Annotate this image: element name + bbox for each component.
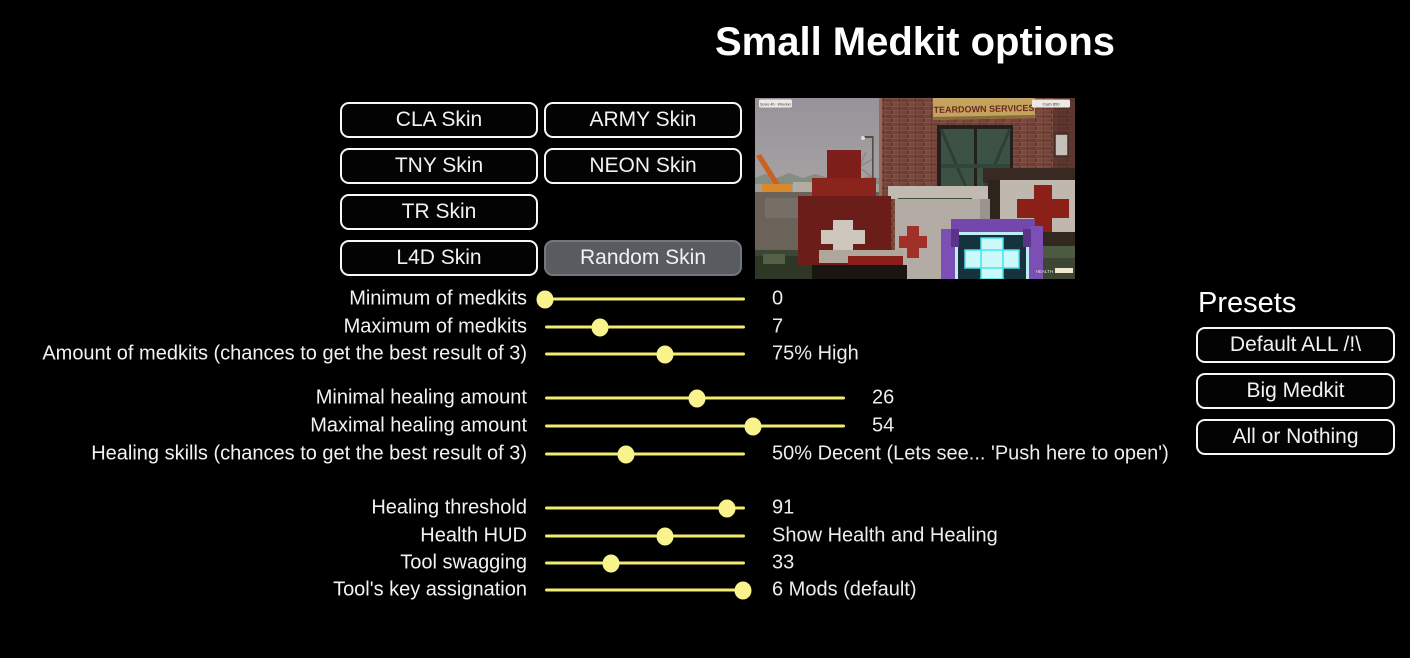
slider-value: 0 bbox=[772, 287, 784, 310]
slider-knob[interactable] bbox=[656, 527, 674, 545]
neon-medkit bbox=[941, 219, 1043, 279]
slider-knob[interactable] bbox=[688, 389, 706, 407]
slider-row-maximum-of-medkits: Maximum of medkits 7 bbox=[0, 313, 1410, 341]
slider-knob[interactable] bbox=[536, 290, 554, 308]
slider-value: 50% Decent (Lets see... 'Push here to op… bbox=[772, 442, 1169, 465]
slider-row-minimal-healing-amount: Minimal healing amount 26 bbox=[0, 384, 1410, 412]
army-skin-button[interactable]: ARMY Skin bbox=[544, 102, 742, 138]
slider-label: Minimal healing amount bbox=[315, 386, 527, 409]
presets-heading: Presets bbox=[1198, 287, 1297, 319]
slider-label: Maximum of medkits bbox=[343, 315, 527, 338]
slider-row-health-hud: Health HUD Show Health and Healing bbox=[0, 522, 1410, 550]
slider-label: Healing threshold bbox=[371, 496, 527, 519]
slider-value: 6 Mods (default) bbox=[772, 578, 917, 601]
slider-label: Healing skills (chances to get the best … bbox=[91, 442, 527, 465]
slider-knob[interactable] bbox=[617, 445, 635, 463]
default-all-preset-button[interactable]: Default ALL /!\ bbox=[1196, 327, 1395, 363]
slider-track[interactable] bbox=[545, 445, 745, 463]
svg-text:Cash $50: Cash $50 bbox=[1042, 102, 1060, 107]
slider-label: Amount of medkits (chances to get the be… bbox=[42, 342, 527, 365]
slider-value: 7 bbox=[772, 315, 784, 338]
cash-hud-badge: Cash $50 bbox=[1032, 99, 1070, 108]
slider-value: 91 bbox=[772, 496, 795, 519]
big-medkit-preset-button[interactable]: Big Medkit bbox=[1196, 373, 1395, 409]
slider-row-amount-of-medkits: Amount of medkits (chances to get the be… bbox=[0, 340, 1410, 368]
health-hud-bar: HEALTH bbox=[1036, 268, 1073, 274]
slider-track[interactable] bbox=[545, 318, 745, 336]
red-medkit bbox=[798, 150, 907, 279]
slider-row-maximal-healing-amount: Maximal healing amount 54 bbox=[0, 412, 1410, 440]
svg-text:TEARDOWN SERVICES: TEARDOWN SERVICES bbox=[933, 103, 1034, 115]
l4d-skin-button[interactable]: L4D Skin bbox=[340, 240, 538, 276]
slider-row-healing-threshold: Healing threshold 91 bbox=[0, 494, 1410, 522]
slider-track[interactable] bbox=[545, 527, 745, 545]
moss-light bbox=[763, 254, 785, 264]
medkit-preview-screenshot: TEARDOWN SERVICES bbox=[755, 98, 1075, 279]
skin-buttons-grid: CLA Skin ARMY Skin TNY Skin NEON Skin TR… bbox=[340, 102, 742, 276]
slider-knob[interactable] bbox=[656, 345, 674, 363]
score-hud-badge: Score 40 - Wrecker bbox=[759, 99, 792, 108]
slider-knob[interactable] bbox=[591, 318, 609, 336]
slider-knob[interactable] bbox=[718, 499, 736, 517]
slider-value: 54 bbox=[872, 414, 895, 437]
slider-track[interactable] bbox=[545, 581, 752, 599]
all-or-nothing-preset-button[interactable]: All or Nothing bbox=[1196, 419, 1395, 455]
slider-knob[interactable] bbox=[734, 581, 752, 599]
neon-skin-button[interactable]: NEON Skin bbox=[544, 148, 742, 184]
slider-track[interactable] bbox=[545, 345, 745, 363]
slider-knob[interactable] bbox=[744, 417, 762, 435]
presets-panel: Default ALL /!\ Big Medkit All or Nothin… bbox=[1196, 327, 1395, 465]
slider-track[interactable] bbox=[536, 290, 745, 308]
window bbox=[1054, 133, 1069, 157]
slider-value: 75% High bbox=[772, 342, 859, 365]
slider-value: Show Health and Healing bbox=[772, 524, 998, 547]
tr-skin-button[interactable]: TR Skin bbox=[340, 194, 538, 230]
page-title: Small Medkit options bbox=[714, 20, 1116, 64]
svg-text:HEALTH: HEALTH bbox=[1036, 269, 1053, 274]
tny-skin-button[interactable]: TNY Skin bbox=[340, 148, 538, 184]
slider-row-tool-swagging: Tool swagging 33 bbox=[0, 549, 1410, 577]
slider-label: Tool swagging bbox=[400, 551, 527, 574]
slider-value: 26 bbox=[872, 386, 895, 409]
slider-label: Tool's key assignation bbox=[333, 578, 527, 601]
slider-track[interactable] bbox=[545, 389, 845, 407]
teardown-services-sign: TEARDOWN SERVICES bbox=[932, 98, 1036, 121]
slider-knob[interactable] bbox=[602, 554, 620, 572]
svg-text:Score 40 - Wrecker: Score 40 - Wrecker bbox=[760, 103, 792, 107]
slider-row-minimum-of-medkits: Minimum of medkits 0 bbox=[0, 285, 1410, 313]
slider-label: Maximal healing amount bbox=[310, 414, 527, 437]
street-lamp bbox=[861, 136, 874, 194]
slider-row-healing-skills: Healing skills (chances to get the best … bbox=[0, 440, 1410, 468]
slider-track[interactable] bbox=[545, 417, 845, 435]
cla-skin-button[interactable]: CLA Skin bbox=[340, 102, 538, 138]
slider-track[interactable] bbox=[545, 499, 745, 517]
slider-label: Minimum of medkits bbox=[349, 287, 527, 310]
slider-value: 33 bbox=[772, 551, 795, 574]
random-skin-button[interactable]: Random Skin bbox=[544, 240, 742, 276]
slider-row-tools-key-assignation: Tool's key assignation 6 Mods (default) bbox=[0, 576, 1410, 604]
slider-track[interactable] bbox=[545, 554, 745, 572]
empty-grid-cell bbox=[544, 194, 742, 230]
slider-label: Health HUD bbox=[420, 524, 527, 547]
